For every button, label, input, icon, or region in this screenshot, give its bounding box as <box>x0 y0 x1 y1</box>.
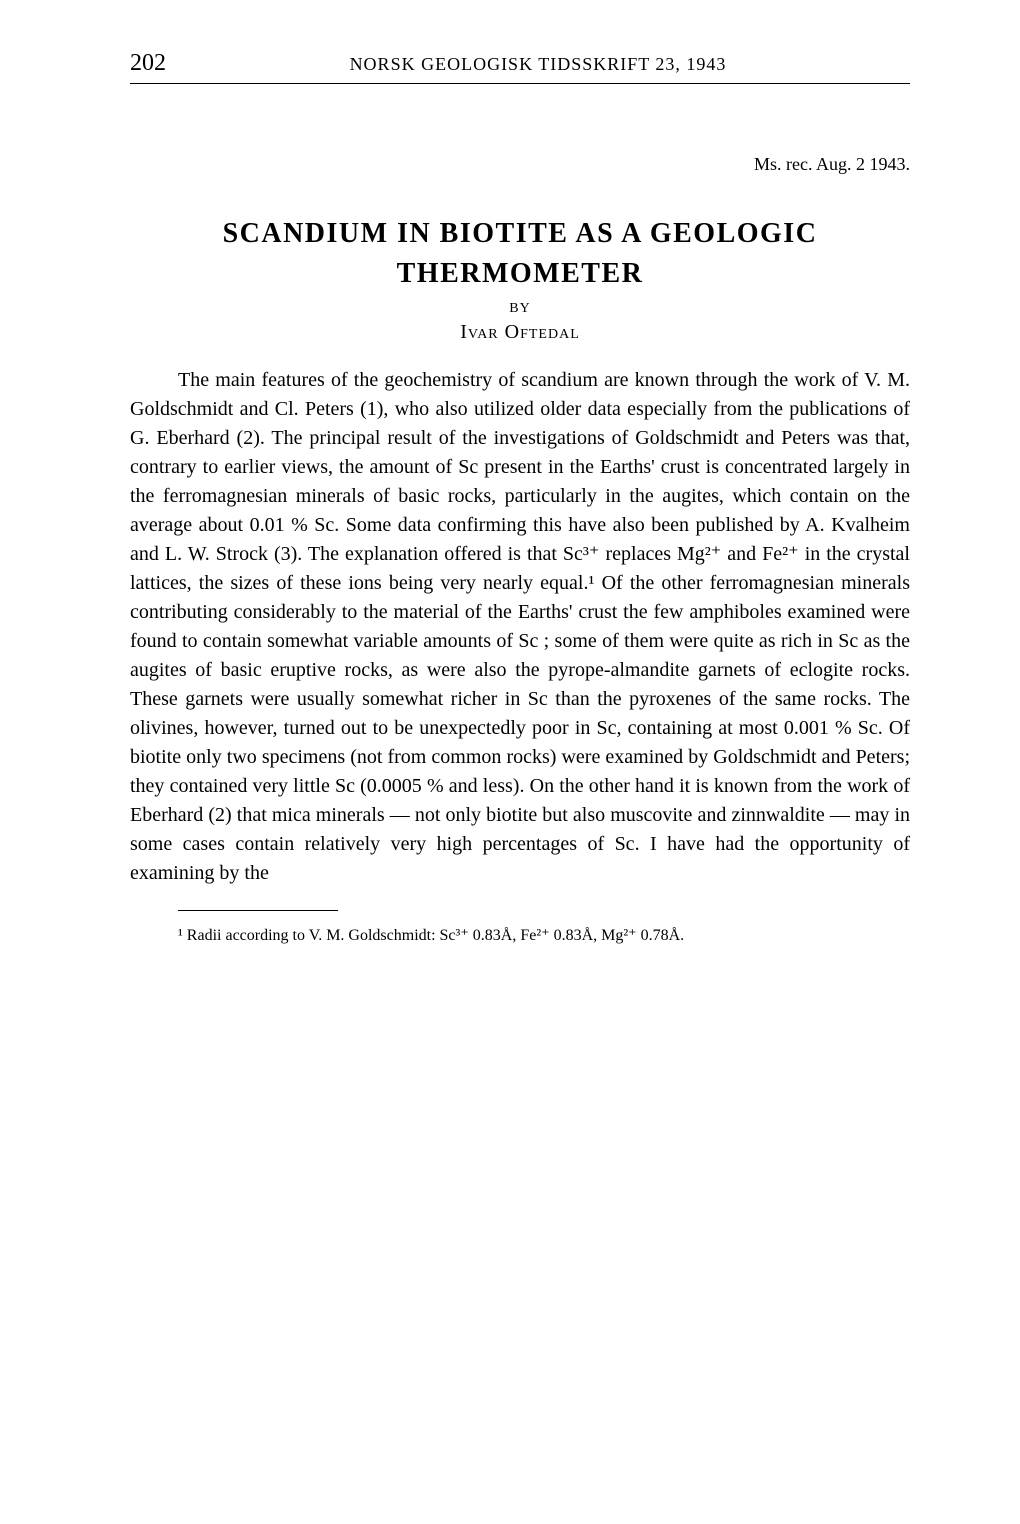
page-number: 202 <box>130 50 166 77</box>
paper-title-line2: THERMOMETER <box>130 255 910 293</box>
page-container: 202 NORSK GEOLOGISK TIDSSKRIFT 23, 1943 … <box>0 0 1020 1005</box>
by-label: BY <box>130 301 910 317</box>
footnote-text: ¹ Radii according to V. M. Goldschmidt: … <box>130 925 910 945</box>
body-paragraph: The main features of the geochemistry of… <box>130 366 910 888</box>
paper-title-line1: SCANDIUM IN BIOTITE AS A GEOLOGIC <box>130 215 910 253</box>
running-head-text: NORSK GEOLOGISK TIDSSKRIFT 23, 1943 <box>166 54 910 75</box>
author-name: Ivar Oftedal <box>130 321 910 344</box>
manuscript-date: Ms. rec. Aug. 2 1943. <box>130 154 910 175</box>
running-header: 202 NORSK GEOLOGISK TIDSSKRIFT 23, 1943 <box>130 50 910 84</box>
footnote-divider <box>178 910 338 911</box>
